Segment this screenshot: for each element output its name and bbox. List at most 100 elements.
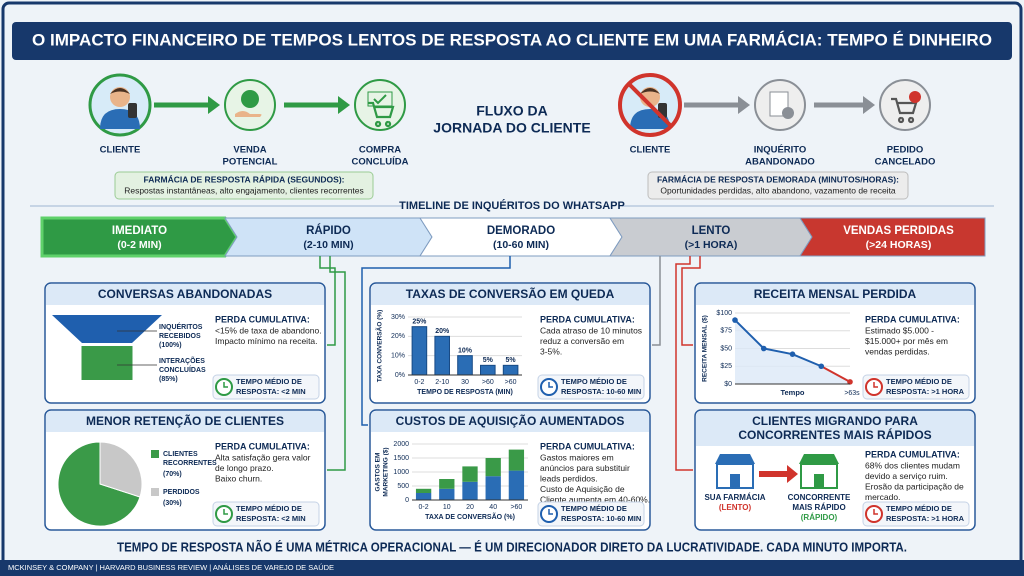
flow-arrow-head	[208, 96, 220, 114]
loss-text: vendas perdidas.	[865, 346, 930, 356]
box-title: FARMÁCIA DE RESPOSTA RÁPIDA (SEGUNDOS):	[143, 174, 344, 184]
cancel-x	[909, 91, 921, 103]
stage-range: (10-60 MIN)	[493, 239, 549, 251]
from-label: SUA FARMÁCIA	[704, 493, 765, 502]
loss-text: leads perdidos.	[540, 473, 598, 483]
y-tick-label: 0%	[395, 372, 405, 379]
response-time: RESPOSTA: >1 HORA	[886, 514, 965, 523]
time-box	[862, 374, 970, 400]
x-tick-label: >60	[505, 379, 517, 386]
step-label: PEDIDO	[887, 145, 923, 156]
y-tick-label: $25	[720, 363, 732, 370]
response-time: RESPOSTA: 10-60 MIN	[561, 514, 641, 523]
time-box	[537, 501, 645, 527]
step-label: ABANDONADO	[745, 157, 815, 168]
step-label: VENDA	[233, 145, 266, 156]
loss-text: devido a serviço ruim.	[865, 471, 948, 481]
timeline-title: TIMELINE DE INQUÉRITOS DO WHATSAPP	[399, 199, 625, 212]
x-tick-label: >60	[482, 379, 494, 386]
legend-swatch	[151, 488, 159, 496]
loss-text: <15% de taxa de abandono.	[215, 325, 322, 335]
loss-title: PERDA CUMULATIVA:	[865, 449, 960, 459]
stage-name: DEMORADO	[487, 225, 555, 237]
y-tick-label: 1000	[393, 469, 409, 476]
loss-text: $15.000+ por mês em	[865, 336, 948, 346]
funnel-label: INTERAÇÕES	[159, 356, 205, 365]
loss-title: PERDA CUMULATIVA:	[540, 314, 635, 324]
coin-icon	[241, 90, 259, 108]
legend-label: PERDIDOS	[163, 489, 200, 496]
y-tick-label: $0	[724, 381, 732, 388]
legend-value: (70%)	[163, 471, 182, 478]
y-axis-label: MARKETING ($)	[383, 447, 390, 496]
step-label: CLIENTE	[630, 145, 671, 156]
time-box	[212, 374, 320, 400]
loss-text: 68% dos clientes mudam	[865, 460, 960, 470]
step-label: CLIENTE	[100, 145, 141, 156]
y-tick-label: $50	[720, 345, 732, 352]
y-axis-label: RECEITA MENSAL ($)	[702, 315, 709, 382]
footer-message: TEMPO DE RESPOSTA NÃO É UMA MÉTRICA OPER…	[117, 539, 907, 554]
panel-header	[696, 284, 974, 305]
avatar-hair	[640, 88, 660, 94]
loss-text: Alta satisfação gera valor	[215, 452, 311, 462]
point	[789, 351, 796, 357]
panel-title: CUSTOS DE AQUISIÇÃO AUMENTADOS	[396, 413, 625, 428]
journey-title: FLUXO DA	[476, 103, 548, 119]
x-axis-label: TEMPO DE RESPOSTA (MIN)	[417, 389, 513, 396]
value-label: 5%	[506, 357, 517, 364]
stage-range: (2-10 MIN)	[303, 239, 353, 251]
step-label: POTENCIAL	[223, 157, 278, 168]
loss-text: de longo prazo.	[215, 463, 274, 473]
funnel-top	[52, 315, 162, 343]
doc-x	[782, 107, 794, 119]
loss-title: PERDA CUMULATIVA:	[865, 314, 960, 324]
panel-header	[696, 411, 974, 446]
avatar-hair	[110, 88, 130, 94]
bar	[457, 355, 473, 376]
stacked-bar	[439, 479, 455, 489]
loss-text: 3-5%.	[540, 346, 562, 356]
y-tick-label: 500	[397, 483, 409, 490]
loss-text: Cada atraso de 10 minutos	[540, 325, 642, 335]
loss-text: Cliente aumenta em 40-60%.	[540, 494, 650, 504]
end-label: >63s	[844, 390, 860, 397]
stage-range: (>1 HORA)	[685, 239, 738, 251]
pie-slice	[57, 441, 141, 527]
connector	[327, 256, 346, 471]
time-box	[537, 374, 645, 400]
y-tick-label: 2000	[393, 441, 409, 448]
response-time: RESPOSTA: <2 MIN	[236, 514, 306, 523]
connector	[361, 256, 511, 426]
value-label: 10%	[458, 348, 473, 355]
stacked-bar	[462, 481, 478, 500]
store-roof	[799, 454, 839, 464]
journey-title: JORNADA DO CLIENTE	[433, 120, 590, 136]
clock-hands	[223, 509, 228, 515]
stacked-bar	[415, 493, 432, 500]
panel-title: CONCORRENTES MAIS RÁPIDOS	[738, 427, 931, 442]
funnel-value: (100%)	[159, 342, 182, 349]
loss-text: Impacto mínimo na receita.	[215, 336, 318, 346]
sources: MCKINSEY & COMPANY | HARVARD BUSINESS RE…	[8, 563, 334, 572]
to-label: CONCORRENTE	[788, 493, 851, 502]
avatar-phone	[128, 103, 137, 118]
response-time: TEMPO MÉDIO DE	[236, 377, 302, 386]
y-tick-label: $100	[716, 310, 732, 317]
clock-hands	[548, 509, 553, 515]
bar	[434, 335, 450, 376]
to-tag: (RÁPIDO)	[801, 513, 838, 522]
cart-icon	[891, 97, 918, 124]
no-sign-bar	[627, 82, 673, 128]
x-tick-label: 2-10	[435, 379, 449, 386]
stage-range: (0-2 MIN)	[117, 239, 161, 251]
box-title: FARMÁCIA DE RESPOSTA DEMORADA (MINUTOS/H…	[657, 174, 899, 184]
funnel-value: (85%)	[159, 376, 178, 383]
stage-range: (>24 HORAS)	[866, 239, 932, 251]
stage-name: LENTO	[692, 225, 731, 237]
loss-text: mercado.	[865, 492, 900, 502]
point	[760, 345, 767, 352]
funnel-label: RECEBIDOS	[159, 333, 201, 340]
y-axis-label: GASTOS EM	[375, 453, 382, 492]
